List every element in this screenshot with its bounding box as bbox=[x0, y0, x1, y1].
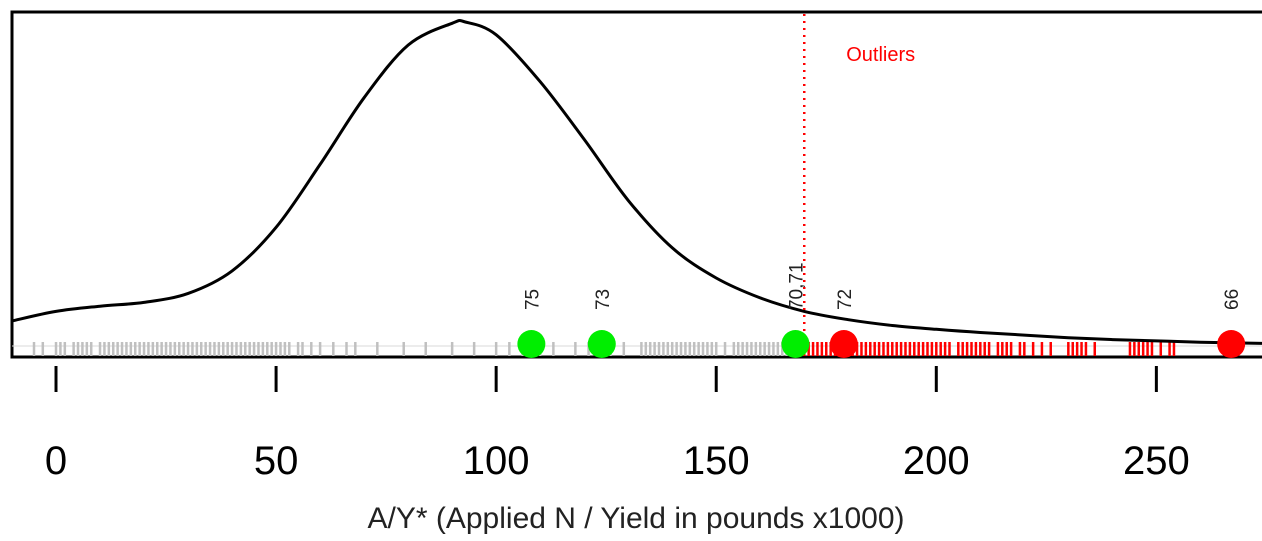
point-label: 66 bbox=[1222, 289, 1243, 310]
plot-frame bbox=[10, 10, 1262, 359]
point-72 bbox=[829, 330, 858, 358]
point-73 bbox=[587, 330, 616, 358]
outlier-label: Outliers bbox=[846, 44, 915, 66]
rug-normal bbox=[32, 342, 802, 356]
point-75 bbox=[517, 330, 546, 358]
highlighted-points: 75 73 70,71 72 66 bbox=[517, 262, 1246, 358]
point-label: 70,71 bbox=[786, 262, 807, 310]
point-label: 75 bbox=[522, 289, 543, 310]
x-tick-label: 150 bbox=[683, 439, 750, 483]
x-axis-label: A/Y* (Applied N / Yield in pounds x1000) bbox=[368, 502, 905, 535]
x-tick-label: 0 bbox=[45, 439, 67, 483]
x-axis: 0 50 100 150 200 250 bbox=[45, 366, 1190, 483]
x-tick-label: 250 bbox=[1123, 439, 1190, 483]
point-70-71 bbox=[781, 330, 810, 358]
point-label: 72 bbox=[835, 289, 856, 310]
x-tick-label: 100 bbox=[463, 439, 530, 483]
x-tick-label: 200 bbox=[903, 439, 970, 483]
rug-outlier bbox=[803, 342, 1176, 356]
density-curve bbox=[11, 18, 1262, 345]
x-tick-label: 50 bbox=[254, 439, 299, 483]
point-label: 73 bbox=[593, 289, 614, 310]
point-66 bbox=[1217, 330, 1246, 358]
